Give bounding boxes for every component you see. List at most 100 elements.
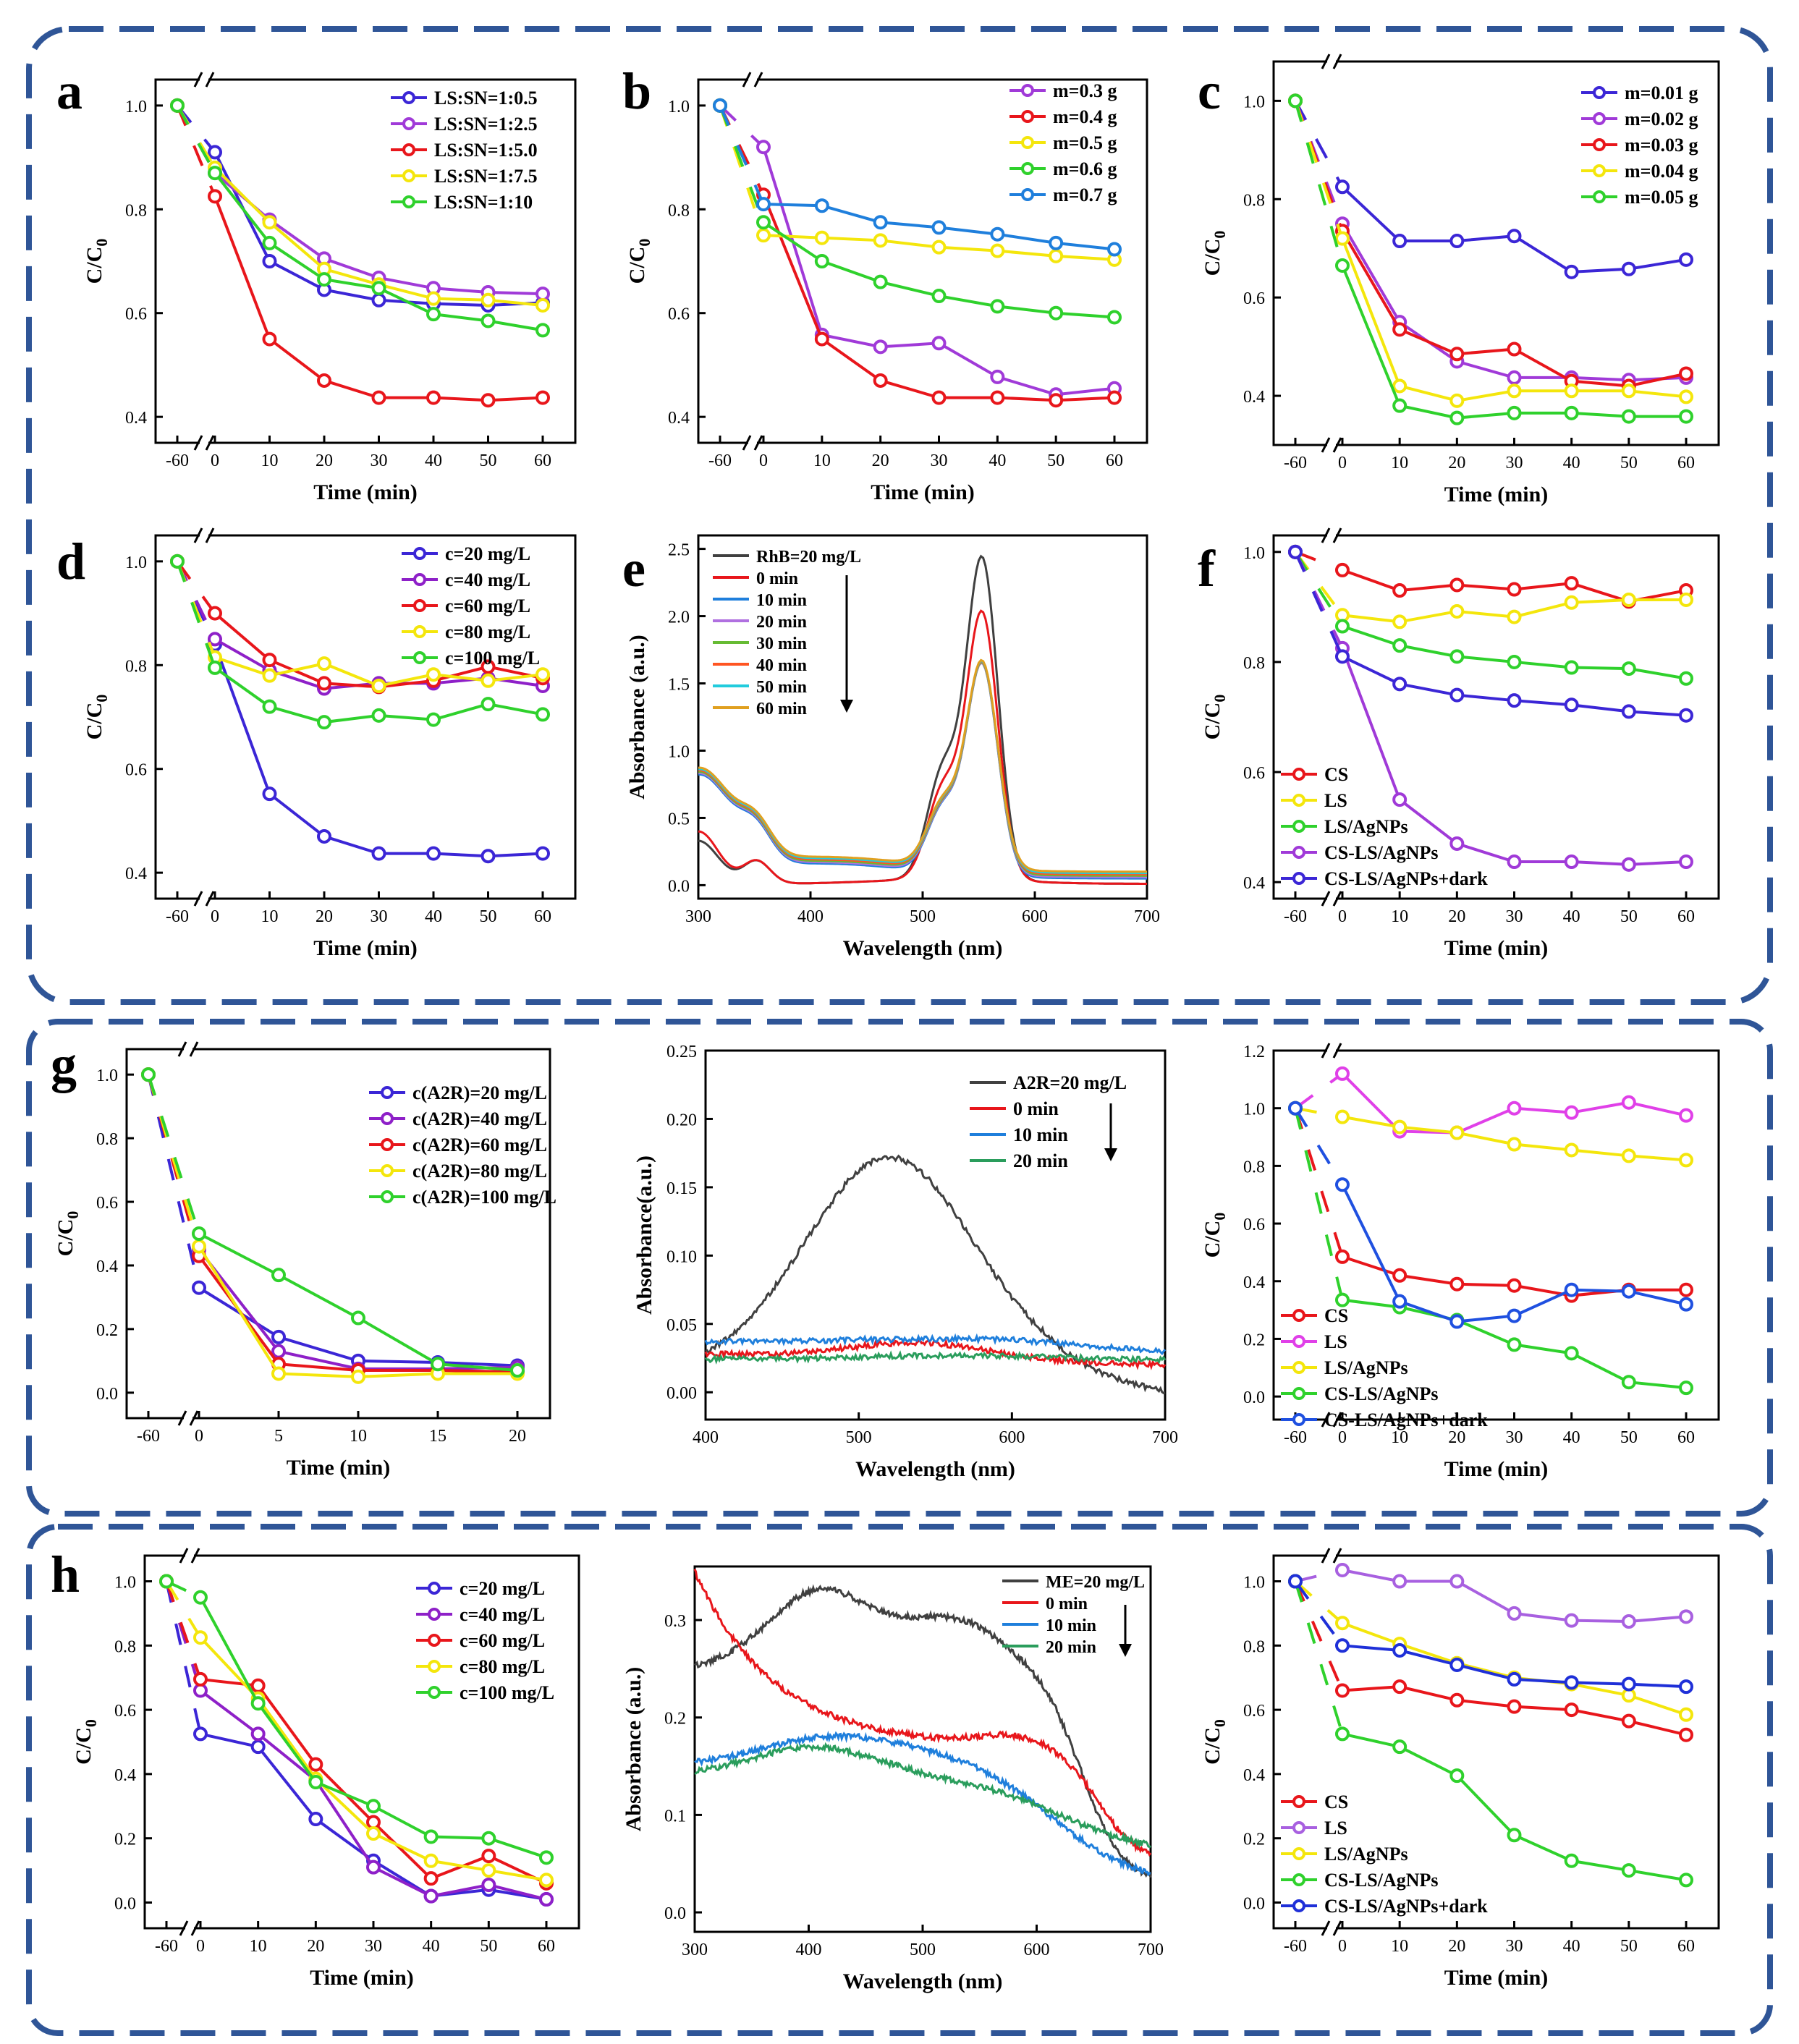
data-point xyxy=(271,1268,286,1283)
data-point xyxy=(1507,383,1522,399)
legend-marker xyxy=(1593,112,1606,125)
x-tick-label: 30 xyxy=(1506,1428,1523,1447)
axis-break-mark xyxy=(179,1548,189,1564)
data-point xyxy=(193,1671,208,1687)
series-break-line xyxy=(1294,1580,1344,1647)
y-axis-label: C/C0 xyxy=(1201,1719,1229,1765)
legend-label: LS xyxy=(1324,790,1347,811)
x-tick-label: 700 xyxy=(1138,1941,1164,1959)
data-point xyxy=(481,393,496,408)
series-break-line xyxy=(1294,1072,1344,1110)
x-tick-label: 20 xyxy=(1448,1428,1465,1447)
series-break-line xyxy=(1294,1108,1344,1301)
x-tick-label: 40 xyxy=(1563,907,1580,926)
data-point xyxy=(1449,577,1465,593)
y-tick-label: 2.0 xyxy=(668,608,690,627)
legend-marker xyxy=(1593,190,1606,203)
x-tick-label: 0 xyxy=(1338,1937,1347,1956)
plot-frame xyxy=(1272,1049,1720,1421)
x-tick-label: -60 xyxy=(155,1937,178,1956)
y-tick-label: 0.0 xyxy=(114,1894,136,1913)
data-point xyxy=(271,1366,286,1381)
legend-marker xyxy=(1292,872,1305,885)
axis-break-mark xyxy=(742,435,752,451)
series-d-4 xyxy=(170,554,550,730)
y-axis-label: Absorbance (a.u.) xyxy=(622,1667,645,1832)
data-point xyxy=(1507,1278,1522,1293)
x-tick-label: 10 xyxy=(350,1427,367,1446)
data-point xyxy=(756,228,771,243)
data-point xyxy=(262,235,277,250)
panel-label-b: b xyxy=(622,62,651,120)
data-point xyxy=(426,291,441,306)
data-point xyxy=(1335,231,1350,246)
y-tick-label: 1.0 xyxy=(1243,544,1265,563)
y-tick-label: 0.4 xyxy=(668,409,690,428)
axis-break-mark xyxy=(1332,527,1342,543)
axis-break-gap xyxy=(1327,891,1336,906)
y-tick-label: 1.0 xyxy=(668,98,690,116)
series-break-line xyxy=(1294,100,1344,188)
data-point xyxy=(1107,242,1122,257)
legend-label: LS:SN=1:10 xyxy=(434,192,533,213)
y-tick-label: 0.4 xyxy=(1243,388,1265,407)
legend-label: LS/AgNPs xyxy=(1324,816,1408,837)
series-f-4 xyxy=(1288,544,1693,723)
legend-marker xyxy=(1292,1899,1305,1912)
y-tick-label: 0.15 xyxy=(666,1179,697,1198)
y-tick-label: 0.8 xyxy=(1243,1158,1265,1176)
legend-marker xyxy=(402,117,415,130)
data-point xyxy=(990,390,1005,405)
data-point xyxy=(990,226,1005,242)
x-tick-label: 600 xyxy=(999,1428,1025,1447)
y-tick-label: 0.5 xyxy=(668,810,690,828)
x-axis-label: Time (min) xyxy=(1444,483,1549,506)
series-break-line xyxy=(165,1581,202,1734)
spectrum-line xyxy=(693,1584,1152,1878)
x-tick-label: -60 xyxy=(1284,1428,1307,1447)
data-point xyxy=(371,390,386,405)
x-tick-label: 10 xyxy=(1391,907,1408,926)
data-point xyxy=(481,849,496,864)
data-point xyxy=(1621,409,1636,424)
data-point xyxy=(1392,234,1408,249)
y-tick-label: 0.4 xyxy=(114,1766,136,1785)
axis-break-mark xyxy=(205,435,215,451)
x-tick-label: 400 xyxy=(693,1428,719,1447)
legend-label: c=100 mg/L xyxy=(460,1682,554,1703)
data-point xyxy=(1392,792,1408,807)
data-point xyxy=(1335,619,1350,634)
data-point xyxy=(262,786,277,802)
x-tick-label: 20 xyxy=(316,451,333,470)
series-g3-4 xyxy=(1288,1101,1693,1329)
series-break-line xyxy=(176,560,216,614)
data-point xyxy=(1449,1574,1465,1589)
axis-break-mark xyxy=(1321,1920,1331,1936)
data-point xyxy=(1621,1284,1636,1299)
x-tick-label: 60 xyxy=(1677,907,1695,926)
data-point xyxy=(1507,1606,1522,1621)
data-point xyxy=(1392,1679,1408,1695)
data-point xyxy=(1335,258,1350,273)
series-break-line xyxy=(1294,1580,1344,1624)
y-tick-label: 1.0 xyxy=(114,1574,136,1593)
series-break-line xyxy=(1295,1569,1343,1583)
legend-label: c=40 mg/L xyxy=(460,1604,545,1625)
data-point xyxy=(1621,857,1636,872)
data-point xyxy=(1621,1676,1636,1692)
series-g1-4 xyxy=(141,1067,525,1378)
plot-frame xyxy=(1272,60,1720,446)
legend-label: m=0.7 g xyxy=(1053,185,1117,205)
data-point xyxy=(317,656,331,671)
x-tick-label: 50 xyxy=(1620,907,1638,926)
data-point xyxy=(1679,855,1693,870)
axis-break-mark xyxy=(205,891,215,907)
data-point xyxy=(1564,697,1579,713)
legend-marker xyxy=(1021,110,1034,123)
data-point xyxy=(1621,261,1636,276)
axis-break-gap xyxy=(1327,54,1336,69)
x-tick-label: 700 xyxy=(1134,907,1160,926)
x-tick-label: 50 xyxy=(1620,454,1638,472)
legend-label: c=80 mg/L xyxy=(460,1656,545,1677)
